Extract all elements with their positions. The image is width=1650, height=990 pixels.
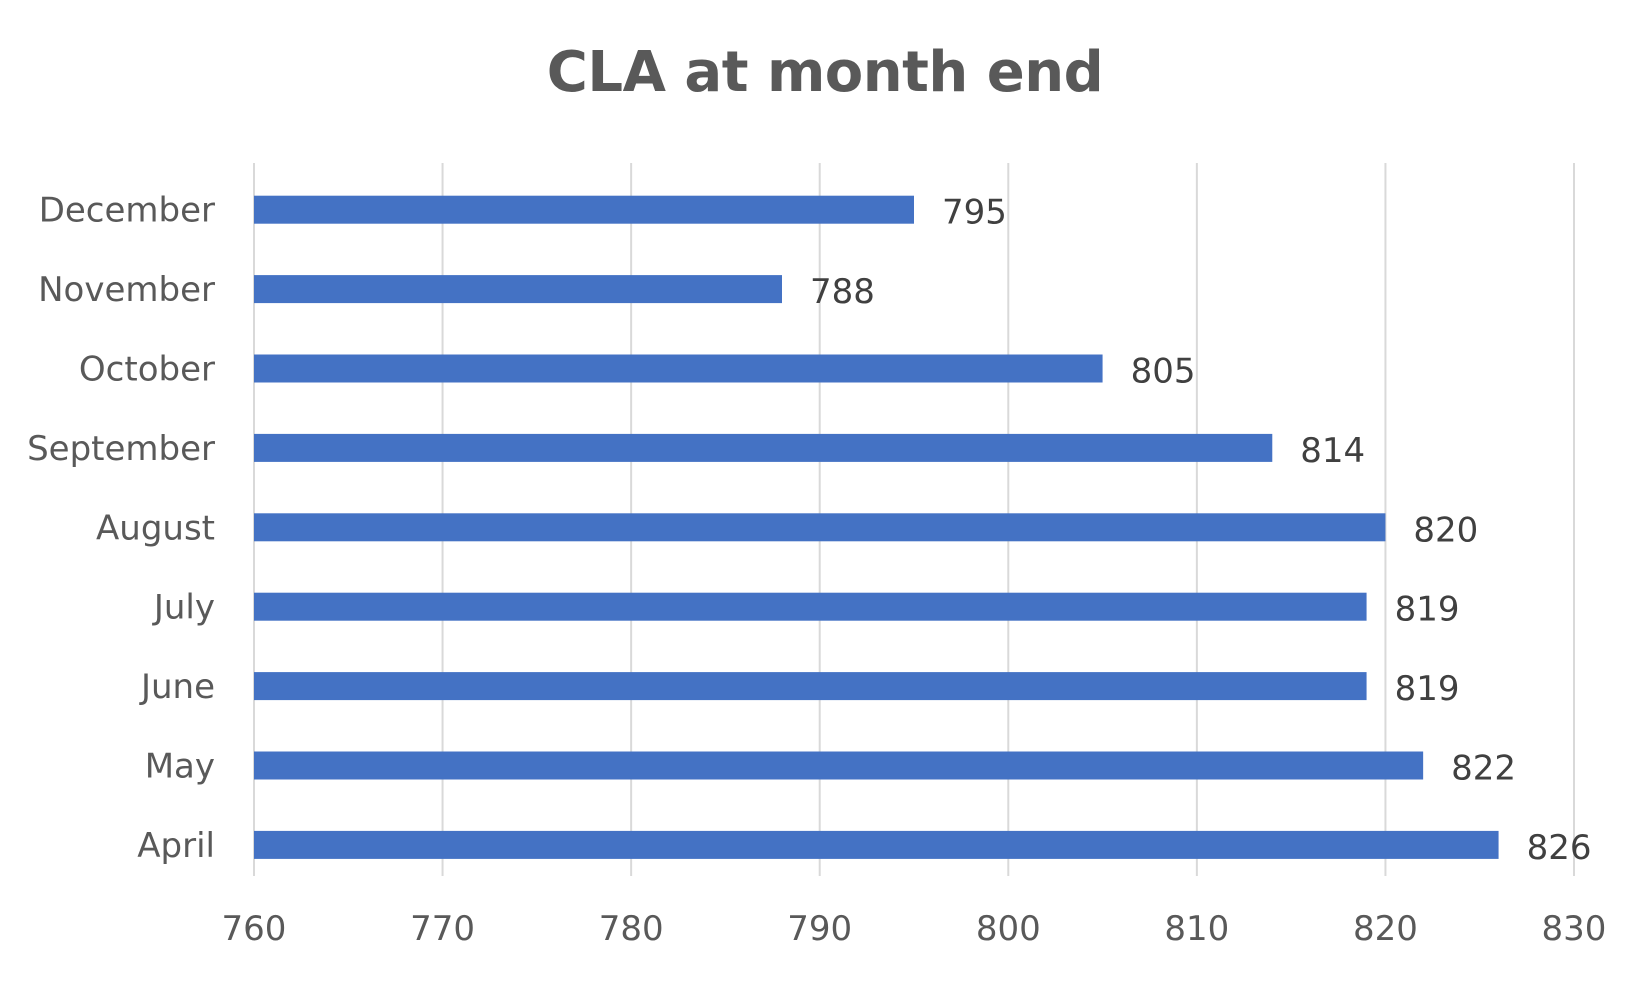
category-label: August (96, 508, 215, 548)
x-tick-label: 760 (222, 909, 287, 949)
bar (254, 433, 1273, 462)
x-tick-label: 810 (1164, 909, 1229, 949)
x-tick-label: 820 (1353, 909, 1418, 949)
bar (254, 354, 1103, 383)
bar (254, 830, 1499, 859)
bar (254, 592, 1367, 621)
category-label: May (145, 747, 215, 787)
category-label: December (39, 191, 215, 231)
x-axis-ticks: 760 770 780 790 800 810 820 830 (222, 909, 1607, 949)
bar (254, 195, 914, 224)
data-label: 820 (1413, 510, 1478, 550)
category-label: September (27, 429, 215, 469)
category-label: October (79, 350, 215, 390)
data-label: 822 (1451, 749, 1516, 789)
chart-title: CLA at month end (546, 40, 1104, 105)
category-labels: April May June July August September October No… (27, 191, 215, 866)
data-label: 826 (1527, 828, 1592, 868)
data-label: 788 (810, 272, 875, 312)
x-tick-label: 770 (410, 909, 475, 949)
category-label: November (38, 270, 215, 310)
x-tick-label: 800 (976, 909, 1041, 949)
data-labels: 826 822 819 819 820 814 805 788 795 (810, 193, 1591, 868)
data-label: 819 (1395, 590, 1460, 630)
bar (254, 275, 782, 304)
data-label: 805 (1131, 352, 1196, 392)
bar (254, 751, 1424, 780)
x-tick-label: 830 (1542, 909, 1607, 949)
bars (254, 195, 1499, 859)
data-label: 795 (942, 193, 1007, 233)
x-tick-label: 780 (599, 909, 664, 949)
data-label: 819 (1395, 669, 1460, 709)
x-tick-label: 790 (787, 909, 852, 949)
data-label: 814 (1300, 431, 1365, 471)
bar (254, 672, 1367, 701)
bar (254, 513, 1386, 542)
category-label: July (152, 588, 215, 628)
category-label: April (137, 826, 215, 866)
category-label: June (139, 667, 215, 707)
